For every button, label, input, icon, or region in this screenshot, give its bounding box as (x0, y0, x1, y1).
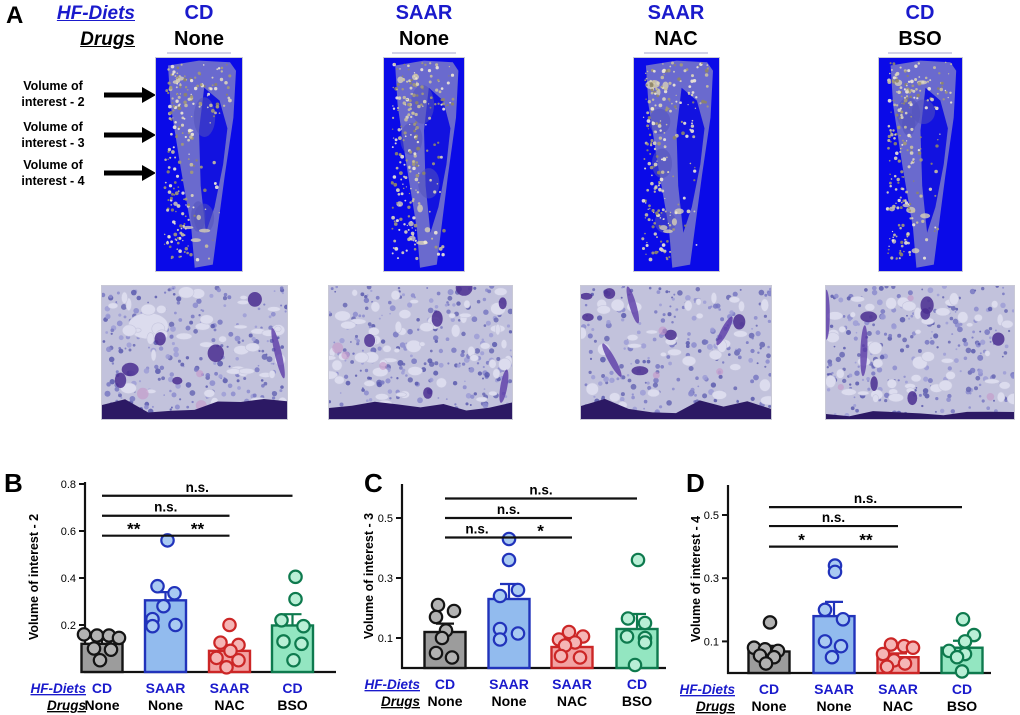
svg-text:Volume of interest - 2: Volume of interest - 2 (27, 514, 41, 640)
panel-a-letter: A (6, 2, 24, 29)
voi-2-label: Volume of interest - 2 (21, 79, 85, 110)
svg-text:0.6: 0.6 (61, 526, 76, 538)
svg-text:SAAR: SAAR (146, 680, 186, 696)
svg-text:None: None (492, 693, 527, 709)
svg-text:0.5: 0.5 (704, 510, 719, 522)
histology-image-3 (577, 285, 777, 422)
histology-image-2 (321, 279, 514, 422)
microct-image-1 (155, 57, 243, 272)
header-diet-col2: SAAR (395, 2, 453, 24)
svg-text:0.2: 0.2 (61, 620, 76, 632)
svg-text:n.s.: n.s. (154, 500, 177, 515)
svg-text:Drugs: Drugs (47, 698, 86, 713)
svg-text:*: * (798, 531, 805, 550)
svg-text:NAC: NAC (883, 698, 913, 714)
svg-text:CD: CD (627, 676, 647, 692)
svg-text:SAAR: SAAR (814, 681, 854, 697)
microct-image-4 (878, 57, 963, 272)
svg-text:HF-Diets: HF-Diets (30, 681, 86, 696)
header-drug-col1: None (174, 28, 224, 50)
divider (167, 52, 231, 54)
histology-image-4 (822, 283, 1020, 422)
svg-text:None: None (752, 698, 787, 714)
arrow-right-icon (104, 165, 156, 181)
svg-text:0.4: 0.4 (61, 573, 76, 585)
header-drugs-row-label: Drugs (80, 29, 135, 50)
header-diet-col4: CD (905, 2, 935, 24)
svg-text:**: ** (191, 520, 205, 539)
svg-text:0.3: 0.3 (378, 573, 393, 585)
svg-text:n.s.: n.s. (854, 491, 877, 506)
voi-4-label: Volume of interest - 4 (21, 158, 85, 189)
header-diets-row-label: HF-Diets (56, 3, 135, 24)
svg-text:NAC: NAC (557, 693, 587, 709)
svg-text:NAC: NAC (214, 697, 244, 713)
header-drug-col3: NAC (654, 28, 698, 50)
svg-text:0.1: 0.1 (704, 636, 719, 648)
svg-text:0.5: 0.5 (378, 513, 393, 525)
svg-text:0.1: 0.1 (378, 633, 393, 645)
svg-text:Volume of interest - 3: Volume of interest - 3 (362, 513, 376, 639)
svg-text:HF-Diets: HF-Diets (680, 682, 735, 697)
header-diet-col3: SAAR (647, 2, 705, 24)
panel-d-chart: D Volume of interest - 4 0.1 0.3 0.5 * ** n.s. n… (679, 458, 1020, 715)
svg-text:CD: CD (435, 676, 455, 692)
svg-text:CD: CD (952, 681, 972, 697)
svg-text:n.s.: n.s. (497, 502, 520, 517)
voi-3-label: Volume of interest - 3 (21, 120, 85, 151)
svg-text:Drugs: Drugs (696, 699, 735, 714)
svg-text:SAAR: SAAR (878, 681, 918, 697)
header-drug-col2: None (399, 28, 449, 50)
divider (644, 52, 708, 54)
svg-text:Volume of interest - 4: Volume of interest - 4 (689, 516, 703, 642)
svg-text:Drugs: Drugs (381, 694, 420, 709)
svg-text:**: ** (859, 531, 873, 550)
arrow-right-icon (104, 127, 156, 143)
microct-image-3 (633, 57, 720, 272)
svg-text:n.s.: n.s. (822, 510, 845, 525)
svg-text:CD: CD (282, 680, 302, 696)
svg-text:None: None (428, 693, 463, 709)
header-diet-col1: CD (184, 2, 214, 24)
svg-text:BSO: BSO (622, 693, 652, 709)
microct-image-2 (383, 57, 465, 272)
svg-text:HF-Diets: HF-Diets (364, 677, 420, 692)
svg-text:*: * (537, 522, 544, 541)
svg-text:D: D (686, 468, 705, 498)
svg-text:n.s.: n.s. (186, 480, 209, 495)
svg-text:B: B (4, 468, 23, 498)
svg-text:**: ** (127, 520, 141, 539)
svg-text:SAAR: SAAR (210, 680, 250, 696)
panel-c-chart: C Volume of interest - 3 0.1 0.3 0.5 n.s. * n.s… (350, 458, 685, 715)
svg-text:C: C (364, 468, 383, 498)
svg-text:SAAR: SAAR (552, 676, 592, 692)
histology-image-1 (100, 285, 289, 422)
svg-text:BSO: BSO (277, 697, 307, 713)
header-drug-col4: BSO (898, 28, 942, 50)
svg-text:CD: CD (92, 680, 112, 696)
svg-text:n.s.: n.s. (529, 483, 552, 498)
arrow-right-icon (104, 87, 156, 103)
divider (392, 52, 456, 54)
svg-text:None: None (148, 697, 183, 713)
svg-text:None: None (85, 697, 120, 713)
svg-text:None: None (817, 698, 852, 714)
svg-text:SAAR: SAAR (489, 676, 529, 692)
svg-text:0.8: 0.8 (61, 479, 76, 491)
svg-text:BSO: BSO (947, 698, 977, 714)
divider (888, 52, 952, 54)
svg-text:0.3: 0.3 (704, 573, 719, 585)
panel-b-chart: B Volume of interest - 2 0.2 0.4 0.6 0.8 ** ** n… (0, 458, 348, 715)
svg-text:CD: CD (759, 681, 779, 697)
svg-text:n.s.: n.s. (465, 522, 488, 537)
